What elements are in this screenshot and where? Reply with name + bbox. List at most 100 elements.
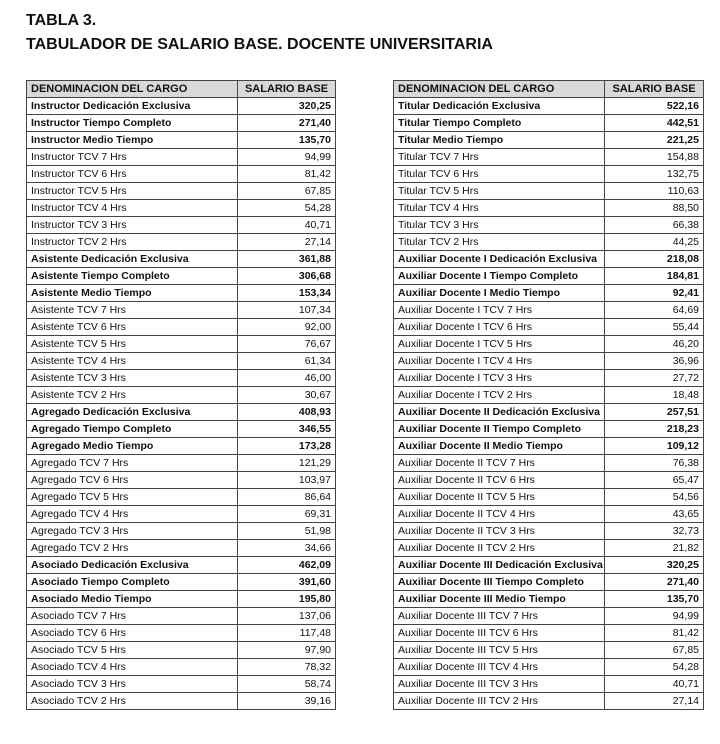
table-body: Instructor Dedicación Exclusiva 320,25 Ins… (26, 97, 336, 710)
table-row: Auxiliar Docente II TCV 2 Hrs 21,82 (393, 539, 704, 557)
table-row: Auxiliar Docente II TCV 3 Hrs 32,73 (393, 522, 704, 540)
base-salary: 320,25 (237, 97, 336, 115)
column-header: SALARIO BASE (237, 80, 336, 98)
table-row: Auxiliar Docente III TCV 3 Hrs 40,71 (393, 675, 704, 693)
base-salary: 36,96 (604, 352, 704, 370)
base-salary: 94,99 (237, 148, 336, 166)
table-row: Instructor Dedicación Exclusiva 320,25 (26, 97, 336, 115)
table-row: Auxiliar Docente III Dedicación Exclusiv… (393, 556, 704, 574)
position-name: Auxiliar Docente II Tiempo Completo (393, 420, 605, 438)
base-salary: 40,71 (237, 216, 336, 234)
base-salary: 65,47 (604, 471, 704, 489)
position-name: Asistente TCV 5 Hrs (26, 335, 238, 353)
table-row: Agregado Dedicación Exclusiva 408,93 (26, 403, 336, 421)
base-salary: 137,06 (237, 607, 336, 625)
table-row: Titular Tiempo Completo 442,51 (393, 114, 704, 132)
table-row: Asistente TCV 4 Hrs 61,34 (26, 352, 336, 370)
base-salary: 67,85 (237, 182, 336, 200)
base-salary: 46,20 (604, 335, 704, 353)
table-row: Titular TCV 2 Hrs 44,25 (393, 233, 704, 251)
table-row: Auxiliar Docente III Medio Tiempo 135,70 (393, 590, 704, 608)
table-row: Instructor TCV 6 Hrs 81,42 (26, 165, 336, 183)
table-row: Asociado Tiempo Completo 391,60 (26, 573, 336, 591)
position-name: Titular TCV 4 Hrs (393, 199, 605, 217)
base-salary: 64,69 (604, 301, 704, 319)
base-salary: 34,66 (237, 539, 336, 557)
base-salary: 346,55 (237, 420, 336, 438)
base-salary: 173,28 (237, 437, 336, 455)
base-salary: 54,28 (604, 658, 704, 676)
table-row: Auxiliar Docente III TCV 5 Hrs 67,85 (393, 641, 704, 659)
table-row: Titular TCV 7 Hrs 154,88 (393, 148, 704, 166)
position-name: Titular TCV 6 Hrs (393, 165, 605, 183)
position-name: Asociado Tiempo Completo (26, 573, 238, 591)
base-salary: 109,12 (604, 437, 704, 455)
position-name: Asistente Tiempo Completo (26, 267, 238, 285)
position-name: Titular TCV 5 Hrs (393, 182, 605, 200)
position-name: Auxiliar Docente III Tiempo Completo (393, 573, 605, 591)
position-name: Auxiliar Docente III Medio Tiempo (393, 590, 605, 608)
table-label: TABLA 3. (26, 12, 97, 29)
table-row: Instructor Medio Tiempo 135,70 (26, 131, 336, 149)
header-row: DENOMINACION DEL CARGO SALARIO BASE (26, 80, 336, 98)
position-name: Auxiliar Docente I Dedicación Exclusiva (393, 250, 605, 268)
base-salary: 61,34 (237, 352, 336, 370)
table-row: Auxiliar Docente II Tiempo Completo 218,2… (393, 420, 704, 438)
base-salary: 132,75 (604, 165, 704, 183)
base-salary: 27,72 (604, 369, 704, 387)
position-name: Instructor TCV 6 Hrs (26, 165, 238, 183)
table-row: Titular TCV 6 Hrs 132,75 (393, 165, 704, 183)
base-salary: 462,09 (237, 556, 336, 574)
base-salary: 81,42 (604, 624, 704, 642)
position-name: Asociado Medio Tiempo (26, 590, 238, 608)
position-name: Auxiliar Docente III TCV 7 Hrs (393, 607, 605, 625)
table-header: DENOMINACION DEL CARGO SALARIO BASE (26, 80, 336, 98)
table-row: Instructor TCV 4 Hrs 54,28 (26, 199, 336, 217)
table-row: Asistente TCV 3 Hrs 46,00 (26, 369, 336, 387)
table-row: Instructor Tiempo Completo 271,40 (26, 114, 336, 132)
table-row: Titular Medio Tiempo 221,25 (393, 131, 704, 149)
table-row: Instructor TCV 2 Hrs 27,14 (26, 233, 336, 251)
position-name: Agregado TCV 2 Hrs (26, 539, 238, 557)
table-row: Asociado TCV 4 Hrs 78,32 (26, 658, 336, 676)
base-salary: 320,25 (604, 556, 704, 574)
base-salary: 44,25 (604, 233, 704, 251)
table-row: Agregado TCV 2 Hrs 34,66 (26, 539, 336, 557)
base-salary: 361,88 (237, 250, 336, 268)
base-salary: 86,64 (237, 488, 336, 506)
position-name: Instructor TCV 3 Hrs (26, 216, 238, 234)
position-name: Instructor Dedicación Exclusiva (26, 97, 238, 115)
base-salary: 184,81 (604, 267, 704, 285)
table-row: Instructor TCV 3 Hrs 40,71 (26, 216, 336, 234)
position-name: Auxiliar Docente III Dedicación Exclusiv… (393, 556, 605, 574)
position-name: Asociado Dedicación Exclusiva (26, 556, 238, 574)
table-row: Auxiliar Docente I TCV 3 Hrs 27,72 (393, 369, 704, 387)
table-row: Auxiliar Docente II TCV 6 Hrs 65,47 (393, 471, 704, 489)
base-salary: 306,68 (237, 267, 336, 285)
position-name: Asociado TCV 7 Hrs (26, 607, 238, 625)
table-row: Auxiliar Docente II Dedicación Exclusiva… (393, 403, 704, 421)
column-header: DENOMINACION DEL CARGO (26, 80, 238, 98)
position-name: Instructor Medio Tiempo (26, 131, 238, 149)
base-salary: 21,82 (604, 539, 704, 557)
base-salary: 92,00 (237, 318, 336, 336)
position-name: Auxiliar Docente II TCV 4 Hrs (393, 505, 605, 523)
table-row: Auxiliar Docente II Medio Tiempo 109,12 (393, 437, 704, 455)
base-salary: 257,51 (604, 403, 704, 421)
position-name: Asociado TCV 5 Hrs (26, 641, 238, 659)
position-name: Asistente Medio Tiempo (26, 284, 238, 302)
position-name: Agregado Tiempo Completo (26, 420, 238, 438)
position-name: Titular Dedicación Exclusiva (393, 97, 605, 115)
base-salary: 218,08 (604, 250, 704, 268)
base-salary: 92,41 (604, 284, 704, 302)
base-salary: 94,99 (604, 607, 704, 625)
position-name: Instructor TCV 4 Hrs (26, 199, 238, 217)
base-salary: 30,67 (237, 386, 336, 404)
position-name: Auxiliar Docente III TCV 2 Hrs (393, 692, 605, 710)
position-name: Auxiliar Docente II Medio Tiempo (393, 437, 605, 455)
table-row: Auxiliar Docente I TCV 4 Hrs 36,96 (393, 352, 704, 370)
base-salary: 40,71 (604, 675, 704, 693)
base-salary: 69,31 (237, 505, 336, 523)
base-salary: 88,50 (604, 199, 704, 217)
